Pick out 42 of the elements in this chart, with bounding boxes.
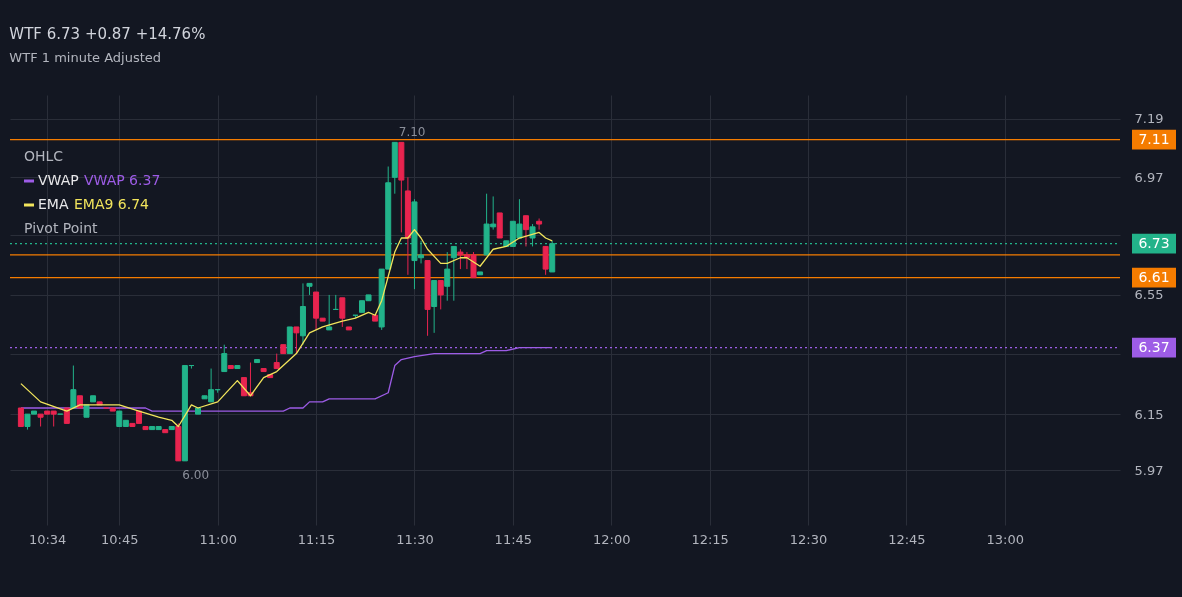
candlestick (450, 245, 457, 302)
annotation: OHLC (24, 148, 64, 164)
candlestick (17, 407, 24, 427)
candlestick (221, 344, 228, 373)
x-tick-label: 12:45 (888, 531, 926, 547)
chart-title: WTF 6.73 +0.87 +14.76% (9, 25, 206, 43)
x-tick-label: 11:45 (494, 531, 533, 547)
candlestick (293, 326, 300, 355)
candlestick (339, 297, 346, 328)
annotation: 6.00 (182, 467, 210, 482)
ref-line-label: 7.11 (1138, 130, 1170, 147)
x-tick-label: 12:30 (789, 531, 828, 547)
annotation: EMA9 6.74 (74, 196, 150, 212)
candlestick (326, 294, 333, 331)
annotation: Pivot Point (24, 220, 99, 236)
candlestick (444, 251, 451, 302)
x-tick-label: 12:15 (691, 531, 729, 547)
legend-label: EMA (38, 196, 69, 212)
ref-line-label: 6.61 (1138, 268, 1170, 285)
ref-line-label: 6.73 (1138, 234, 1170, 251)
x-tick-label: 11:00 (199, 531, 237, 547)
y-tick-label: 6.15 (1134, 406, 1164, 422)
candlestick (536, 217, 543, 231)
candlestick (522, 215, 529, 247)
x-tick-label: 11:15 (297, 531, 336, 547)
candlestick (542, 245, 549, 276)
y-tick-label: 5.97 (1134, 462, 1164, 478)
x-tick-label: 11:30 (396, 531, 434, 547)
ref-line-label: 6.37 (1138, 338, 1170, 355)
y-tick-label: 6.97 (1134, 169, 1164, 185)
legend-label: VWAP (38, 172, 79, 188)
candlestick (437, 280, 444, 310)
x-tick-label: 12:00 (593, 531, 631, 547)
annotation: VWAP 6.37 (84, 172, 161, 188)
y-tick-label: 6.55 (1134, 287, 1164, 303)
x-tick-label: 10:45 (101, 531, 139, 547)
chart-subtitle: WTF 1 minute Adjusted (9, 50, 162, 65)
annotation: 7.10 (398, 125, 426, 140)
y-tick-label: 7.19 (1134, 111, 1164, 127)
x-tick-label: 13:00 (986, 531, 1025, 547)
x-tick-label: 10:34 (28, 531, 67, 547)
candlestick (70, 365, 77, 409)
